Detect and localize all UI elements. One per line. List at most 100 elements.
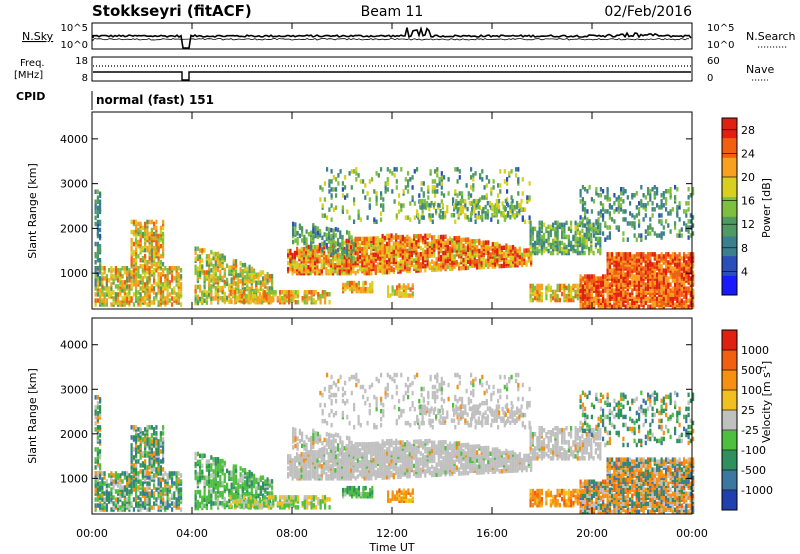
power-cell: [478, 254, 481, 260]
power-cell: [624, 189, 627, 194]
power-cell: [662, 254, 665, 259]
power-cell: [549, 228, 552, 234]
power-cell: [660, 264, 663, 269]
power-cell: [521, 260, 524, 266]
power-cell: [565, 248, 568, 254]
power-ytick-label: 4000: [60, 133, 88, 146]
power-cell: [301, 226, 304, 231]
power-cell: [604, 280, 607, 285]
power-cell: [259, 280, 262, 285]
velocity-cell: [103, 471, 106, 476]
velocity-cell: [105, 507, 108, 512]
power-cell: [651, 187, 654, 192]
power-cell: [217, 275, 220, 281]
velocity-cell: [128, 479, 131, 484]
power-cell: [121, 274, 124, 279]
velocity-cell: [121, 479, 124, 484]
power-cell: [635, 213, 638, 218]
power-cell: [504, 206, 507, 212]
power-cell: [617, 256, 620, 261]
power-cell: [254, 300, 257, 305]
power-cell: [375, 219, 378, 224]
power-cell: [440, 181, 443, 186]
power-cell: [159, 225, 162, 231]
power-cell: [476, 253, 479, 258]
power-cell: [491, 250, 494, 255]
power-cell: [326, 292, 329, 297]
power-cell: [381, 246, 384, 251]
power-cell: [239, 273, 242, 278]
velocity-cell: [144, 427, 147, 432]
power-cell: [608, 260, 611, 265]
power-cell: [602, 207, 605, 212]
power-cell: [268, 286, 271, 291]
power-cell: [359, 236, 362, 242]
power-cell: [461, 195, 464, 200]
power-cell: [581, 276, 584, 281]
power-cell: [509, 208, 512, 214]
power-cell: [428, 213, 431, 218]
power-cell: [510, 195, 513, 200]
power-cell: [529, 236, 532, 242]
power-cell: [210, 288, 213, 293]
power-cell: [479, 205, 482, 210]
power-cell: [475, 198, 478, 204]
velocity-cell: [99, 493, 102, 498]
power-cell: [440, 242, 443, 248]
power-cell: [99, 207, 102, 213]
power-cell: [214, 265, 217, 271]
power-cell: [401, 259, 404, 264]
power-cell: [674, 266, 677, 271]
power-cell: [434, 201, 437, 206]
power-cell: [613, 294, 616, 299]
power-cell: [424, 233, 427, 239]
power-cell: [155, 268, 158, 273]
power-cell: [105, 298, 108, 303]
power-cell: [687, 207, 690, 212]
power-cell: [306, 290, 309, 295]
power-cell: [99, 270, 102, 275]
power-cell: [443, 193, 446, 198]
power-cell: [171, 274, 174, 279]
power-cell: [667, 211, 670, 216]
power-cell: [135, 243, 138, 249]
power-cell: [424, 249, 427, 255]
power-cell: [148, 235, 151, 241]
power-cell: [150, 241, 153, 247]
power-cell: [292, 294, 295, 299]
power-cell: [520, 198, 523, 204]
power-cell: [332, 207, 335, 212]
power-cell: [384, 185, 387, 190]
power-cell: [329, 242, 332, 248]
power-colorbar-segment: [722, 216, 737, 237]
power-cell: [157, 241, 160, 247]
power-cell: [479, 173, 482, 178]
power-cell: [635, 237, 638, 242]
power-cell: [665, 290, 668, 295]
power-cell: [613, 219, 616, 224]
power-cell: [436, 189, 439, 194]
power-cell: [647, 284, 650, 289]
power-cell: [246, 266, 249, 272]
power-cell: [487, 254, 490, 259]
power-cell: [602, 203, 605, 208]
power-cell: [451, 238, 454, 243]
power-cell: [651, 207, 654, 212]
power-cell: [301, 232, 304, 237]
power-cell: [471, 249, 474, 254]
power-cell: [398, 283, 401, 288]
power-cell: [292, 290, 295, 295]
power-cell: [406, 242, 409, 248]
power-cell: [139, 302, 142, 307]
power-cell: [415, 246, 418, 251]
power-cell: [458, 169, 461, 174]
power-cell: [346, 280, 349, 286]
power-cell: [624, 209, 627, 214]
power-cell: [602, 189, 605, 194]
power-cell: [500, 210, 503, 216]
power-cell: [371, 177, 374, 182]
power-cell: [261, 300, 264, 305]
velocity-cell: [128, 493, 131, 498]
power-cell: [364, 286, 367, 292]
power-cell: [567, 287, 570, 293]
